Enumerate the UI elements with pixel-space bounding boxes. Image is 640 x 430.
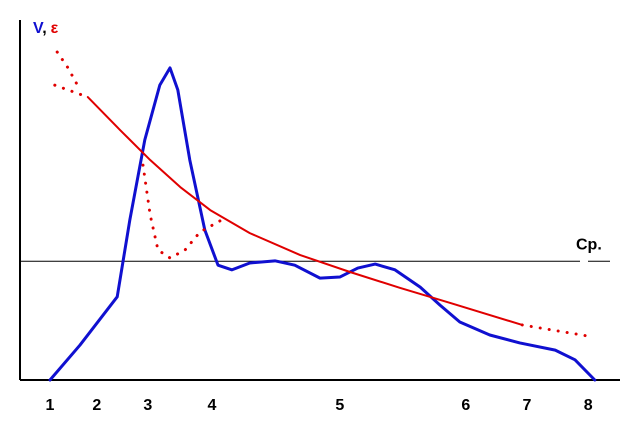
average-label: Ср. bbox=[576, 236, 602, 253]
y-axis-label: V, ε bbox=[33, 20, 59, 37]
series-line bbox=[53, 50, 590, 338]
y-label-part: V bbox=[33, 20, 44, 37]
x-tick-label: 6 bbox=[461, 397, 470, 414]
y-label-part: ε bbox=[51, 20, 59, 37]
x-tick-label: 8 bbox=[584, 397, 593, 414]
x-tick-label: 3 bbox=[143, 397, 152, 414]
x-tick-label: 5 bbox=[335, 397, 344, 414]
series-line bbox=[48, 66, 597, 382]
series-line bbox=[86, 96, 524, 326]
x-tick-label: 2 bbox=[92, 397, 101, 414]
x-tick-label: 4 bbox=[208, 397, 217, 414]
y-label-part: , bbox=[42, 20, 46, 37]
x-tick-label: 1 bbox=[46, 397, 55, 414]
x-tick-label: 7 bbox=[523, 397, 532, 414]
